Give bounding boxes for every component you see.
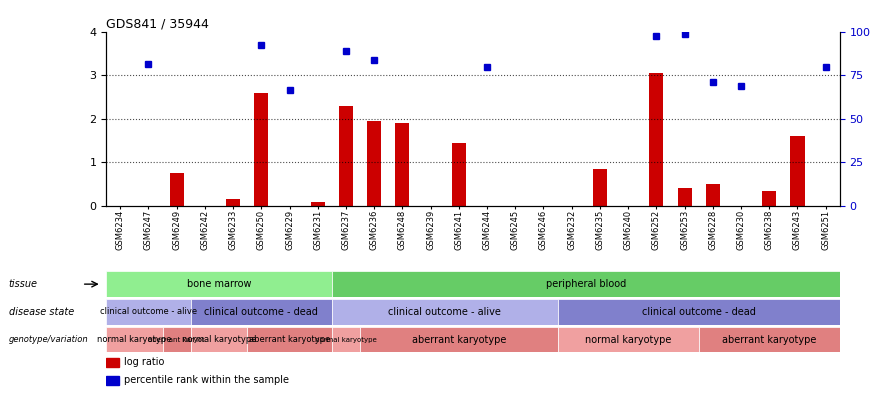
Text: log ratio: log ratio — [125, 358, 164, 367]
Text: bone marrow: bone marrow — [187, 279, 251, 289]
FancyBboxPatch shape — [163, 327, 191, 352]
Text: clinical outcome - dead: clinical outcome - dead — [642, 307, 756, 317]
Bar — [395, 123, 409, 206]
FancyBboxPatch shape — [106, 271, 332, 297]
FancyBboxPatch shape — [248, 327, 332, 352]
Text: clinical outcome - alive: clinical outcome - alive — [388, 307, 501, 317]
Bar — [367, 121, 381, 206]
FancyBboxPatch shape — [191, 327, 248, 352]
Bar — [310, 202, 324, 206]
Bar — [170, 173, 184, 206]
Text: aberr ant karyot: aberr ant karyot — [149, 337, 205, 343]
FancyBboxPatch shape — [360, 327, 558, 352]
Text: clinical outcome - dead: clinical outcome - dead — [204, 307, 318, 317]
FancyBboxPatch shape — [698, 327, 840, 352]
FancyBboxPatch shape — [332, 271, 840, 297]
Text: normal karyotype: normal karyotype — [585, 335, 671, 345]
Text: normal karyotype: normal karyotype — [182, 335, 256, 344]
FancyBboxPatch shape — [558, 299, 840, 325]
Text: aberrant karyotype: aberrant karyotype — [722, 335, 817, 345]
Text: genotype/variation: genotype/variation — [9, 335, 88, 344]
FancyBboxPatch shape — [191, 299, 332, 325]
Bar — [452, 143, 466, 206]
Text: aberrant karyotype: aberrant karyotype — [248, 335, 331, 344]
Text: clinical outcome - alive: clinical outcome - alive — [100, 307, 197, 316]
Bar — [762, 190, 776, 206]
FancyBboxPatch shape — [558, 327, 698, 352]
Text: peripheral blood: peripheral blood — [545, 279, 626, 289]
Text: aberrant karyotype: aberrant karyotype — [412, 335, 506, 345]
Bar — [790, 136, 804, 206]
Bar — [106, 358, 119, 367]
FancyBboxPatch shape — [106, 299, 191, 325]
Text: normal karyotype: normal karyotype — [97, 335, 171, 344]
Text: normal karyotype: normal karyotype — [315, 337, 377, 343]
Text: GDS841 / 35944: GDS841 / 35944 — [106, 17, 209, 30]
FancyBboxPatch shape — [332, 299, 558, 325]
Bar — [226, 200, 240, 206]
Bar — [593, 169, 607, 206]
Bar — [650, 73, 663, 206]
Text: percentile rank within the sample: percentile rank within the sample — [125, 375, 289, 385]
Bar — [255, 93, 269, 206]
Bar — [705, 184, 720, 206]
FancyBboxPatch shape — [106, 327, 163, 352]
Text: tissue: tissue — [9, 279, 38, 289]
Bar — [106, 375, 119, 385]
Text: disease state: disease state — [9, 307, 74, 317]
Bar — [339, 106, 353, 206]
FancyBboxPatch shape — [332, 327, 360, 352]
Bar — [677, 188, 691, 206]
